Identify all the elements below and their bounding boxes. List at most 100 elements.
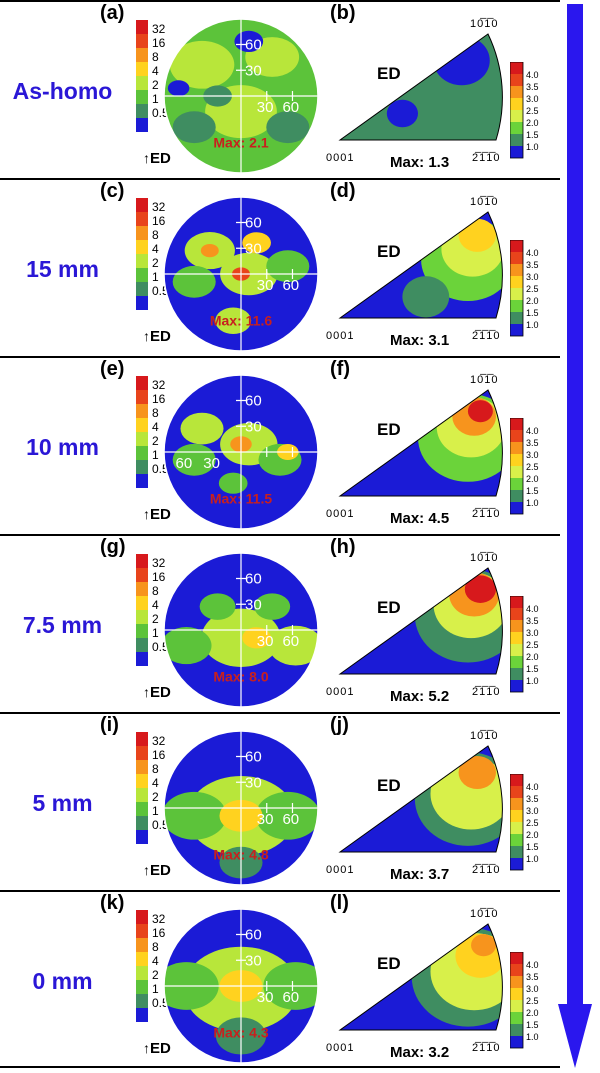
scale-tick-label: 1 xyxy=(152,270,159,284)
scale-swatch xyxy=(136,62,148,76)
scale-swatch xyxy=(510,964,523,976)
intensity-region xyxy=(215,307,252,335)
scale-swatch xyxy=(510,134,523,146)
row-divider xyxy=(0,356,560,358)
ipf-corner-bottom-left: 0001 xyxy=(326,330,355,342)
scale-swatch xyxy=(510,490,523,502)
pole-figure: 60 30 30 60 Max: 11.5 xyxy=(163,374,319,530)
figure-panels: As-homo (a) (b) 32 16 8 4 2 1 0.5 ↑ED 60 30 30 60 Max: … xyxy=(0,0,560,1068)
scale-swatch xyxy=(510,252,523,264)
ed-text: ED xyxy=(150,150,171,167)
scale-tick-label: 2 xyxy=(152,256,159,270)
ed-direction-label: ↑ED xyxy=(143,684,171,701)
scale-swatch xyxy=(510,1024,523,1036)
pole-figure-max: Max: 4.8 xyxy=(213,846,268,862)
row-divider xyxy=(0,178,560,180)
scale-swatch xyxy=(136,198,148,212)
scale-swatch xyxy=(510,620,523,632)
pole-figure-panel-label: (g) xyxy=(100,536,126,558)
scale-swatch xyxy=(136,830,148,844)
scale-swatch xyxy=(136,296,148,310)
scale-swatch xyxy=(510,312,523,324)
pole-figure-angle-label: 30 xyxy=(245,62,262,79)
scale-swatch xyxy=(510,798,523,810)
scale-swatch xyxy=(510,786,523,798)
ipf-corner-top: 10̅1̅0 xyxy=(470,730,499,742)
scale-tick-label: 2.5 xyxy=(526,106,539,116)
scale-swatch xyxy=(136,910,148,924)
inverse-pole-figure xyxy=(338,923,503,1031)
intensity-region xyxy=(464,575,496,603)
scale-tick-label: 1.0 xyxy=(526,854,539,864)
pole-figure-angle-label: 30 xyxy=(257,99,274,116)
ipf-max: Max: 3.1 xyxy=(390,332,450,349)
scale-tick-label: 1 xyxy=(152,982,159,996)
up-arrow-icon: ↑ xyxy=(143,684,150,700)
ipf-corner-bottom-left: 0001 xyxy=(326,686,355,698)
scale-tick-label: 4.0 xyxy=(526,248,539,258)
up-arrow-icon: ↑ xyxy=(143,328,150,344)
scale-swatch xyxy=(510,418,523,430)
pole-figure-angle-label: 60 xyxy=(176,455,193,472)
scale-tick-label: 2.0 xyxy=(526,296,539,306)
pole-figure-angle-label: 60 xyxy=(282,277,299,294)
scale-tick-label: 2 xyxy=(152,78,159,92)
scale-tick-label: 1.5 xyxy=(526,1020,539,1030)
pole-figure-angle-label: 60 xyxy=(282,99,299,116)
scale-tick-label: 16 xyxy=(152,214,166,228)
scale-tick-label: 3.5 xyxy=(526,794,539,804)
scale-swatch xyxy=(136,966,148,980)
scale-swatch xyxy=(510,122,523,134)
scale-swatch xyxy=(136,212,148,226)
scale-tick-label: 3.5 xyxy=(526,438,539,448)
ipf-ed-label: ED xyxy=(377,598,401,617)
scale-tick-label: 2.5 xyxy=(526,818,539,828)
scale-tick-label: 1.0 xyxy=(526,142,539,152)
pole-figure-angle-label: 60 xyxy=(245,749,262,766)
up-arrow-icon: ↑ xyxy=(143,1040,150,1056)
scale-swatch xyxy=(136,746,148,760)
pole-figure-angle-label: 30 xyxy=(245,596,262,613)
pole-figure-panel-label: (e) xyxy=(100,358,125,380)
inverse-pole-figure xyxy=(338,389,503,497)
pole-figure-max: Max: 11.6 xyxy=(210,312,272,328)
scale-swatch xyxy=(136,404,148,418)
ipf-max: Max: 5.2 xyxy=(390,688,450,705)
ipf-max: Max: 1.3 xyxy=(390,154,450,171)
scale-tick-label: 1.0 xyxy=(526,1032,539,1042)
scale-swatch xyxy=(510,110,523,122)
scale-tick-label: 1 xyxy=(152,804,159,818)
scale-tick-label: 8 xyxy=(152,406,159,420)
intensity-region xyxy=(200,243,219,258)
scale-swatch xyxy=(510,74,523,86)
scale-swatch xyxy=(136,938,148,952)
ipf-color-scale: 4.0 3.5 3.0 2.5 2.0 1.5 1.0 xyxy=(510,240,539,337)
sample-row: 10 mm (e) (f) 32 16 8 4 2 1 0.5 ↑ED 60 30 30 60 Max: 11… xyxy=(0,356,560,534)
intensity-region xyxy=(254,593,291,620)
ed-direction-label: ↑ED xyxy=(143,328,171,345)
intensity-region xyxy=(164,627,212,665)
intensity-region xyxy=(458,755,496,790)
up-arrow-icon: ↑ xyxy=(143,862,150,878)
row-divider xyxy=(0,0,560,2)
ipf-ed-label: ED xyxy=(377,776,401,795)
pole-figure-angle-label: 30 xyxy=(257,277,274,294)
intensity-region xyxy=(172,265,216,298)
sample-row: 0 mm (k) (l) 32 16 8 4 2 1 0.5 ↑ED 60 30 30 60 Max: 4.3… xyxy=(0,890,560,1068)
scale-swatch xyxy=(510,264,523,276)
scale-tick-label: 2 xyxy=(152,612,159,626)
row-divider xyxy=(0,712,560,714)
scale-tick-label: 8 xyxy=(152,584,159,598)
ipf-panel-label: (j) xyxy=(330,714,349,736)
process-direction-arrow xyxy=(558,4,592,1068)
scale-swatch xyxy=(136,980,148,994)
scale-tick-label: 3.0 xyxy=(526,272,539,282)
scale-swatch xyxy=(510,668,523,680)
row-divider xyxy=(0,1066,560,1068)
ipf-corner-bottom-right: 2̅1̅1̅0 xyxy=(472,686,501,698)
scale-swatch xyxy=(136,652,148,666)
pole-figure-max: Max: 8.0 xyxy=(213,668,268,684)
pole-figure-panel-label: (c) xyxy=(100,180,125,202)
scale-swatch xyxy=(510,466,523,478)
ed-direction-label: ↑ED xyxy=(143,150,171,167)
